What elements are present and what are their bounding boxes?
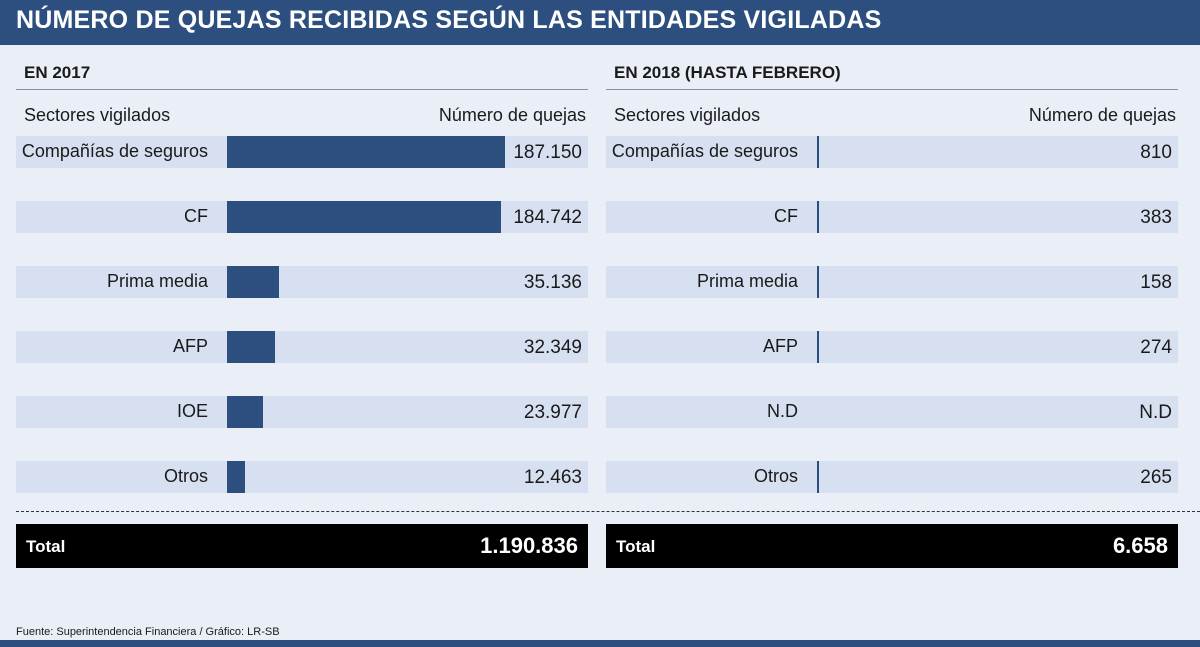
bar [227,396,263,428]
row-background [606,331,1178,363]
value-label: 23.977 [523,402,582,423]
row-background [16,331,588,363]
value-label: N.D [1139,402,1172,423]
category-label: CF [774,206,798,226]
value-label: 265 [1140,467,1172,488]
bar [227,331,275,363]
category-label: IOE [176,401,208,421]
bar-row: Otros 12.463 [16,461,588,493]
value-label: 383 [1140,207,1172,228]
bar-row: Prima media 35.136 [16,266,588,298]
column-header-sectors: Sectores vigilados [24,105,171,125]
row-background [606,266,1178,298]
bar-row: CF 184.742 [16,201,588,233]
period-title: EN 2017 [24,63,91,82]
value-label: 187.150 [513,142,582,163]
total-label: Total [26,537,66,556]
period-divider [606,89,1178,90]
category-label: AFP [762,336,798,356]
bar-row: N.D N.D [606,396,1178,428]
row-background [606,396,1178,428]
category-label: AFP [172,336,208,356]
bar-row: Prima media 158 [606,266,1178,298]
category-label: Otros [163,466,208,486]
bar-row: Otros 265 [606,461,1178,493]
bar [817,461,819,493]
category-label: Compañías de seguros [21,141,208,161]
bar [817,201,819,233]
category-label: Compañías de seguros [611,141,798,161]
row-background [16,266,588,298]
value-label: 158 [1140,272,1172,293]
value-label: 810 [1140,142,1172,163]
title-bar: NÚMERO DE QUEJAS RECIBIDAS SEGÚN LAS ENT… [0,0,1200,45]
bar [817,266,819,298]
value-label: 274 [1140,337,1172,358]
row-background [606,461,1178,493]
bar-row: CF 383 [606,201,1178,233]
bar [817,331,819,363]
value-label: 12.463 [523,467,582,488]
bar-row: AFP 32.349 [16,331,588,363]
total-row-2017: Total 1.190.836 [16,524,588,568]
value-label: 184.742 [513,207,582,228]
value-label: 35.136 [523,272,582,293]
bar [227,266,280,298]
chart-title: NÚMERO DE QUEJAS RECIBIDAS SEGÚN LAS ENT… [16,6,882,34]
bottom-rule [0,640,1200,647]
period-title: EN 2018 (HASTA FEBRERO) [614,63,841,82]
period-divider [16,89,588,90]
bar-row: AFP 274 [606,331,1178,363]
total-label: Total [616,537,656,556]
bar-row: Compañías de seguros 187.150 [16,136,588,168]
row-background [16,396,588,428]
total-value: 6.658 [1112,533,1168,558]
bar [227,461,246,493]
dashed-divider [16,511,1200,512]
row-background [16,461,588,493]
category-label: Otros [753,466,798,486]
row-background [606,201,1178,233]
bar-row: IOE 23.977 [16,396,588,428]
bar-row: Compañías de seguros 810 [606,136,1178,168]
source-note: Fuente: Superintendencia Financiera / Gr… [16,626,280,638]
column-header-complaints: Número de quejas [1028,105,1176,125]
category-label: CF [184,206,208,226]
column-header-complaints: Número de quejas [438,105,586,125]
category-label: Prima media [696,271,798,291]
bar [227,136,505,168]
column-header-sectors: Sectores vigilados [614,105,761,125]
total-row-2018: Total 6.658 [606,524,1178,568]
total-value: 1.190.836 [480,533,578,558]
value-label: 32.349 [523,337,582,358]
category-label: Prima media [106,271,208,291]
bar [817,136,819,168]
bar [227,201,502,233]
row-background [606,136,1178,168]
category-label: N.D [767,401,798,421]
